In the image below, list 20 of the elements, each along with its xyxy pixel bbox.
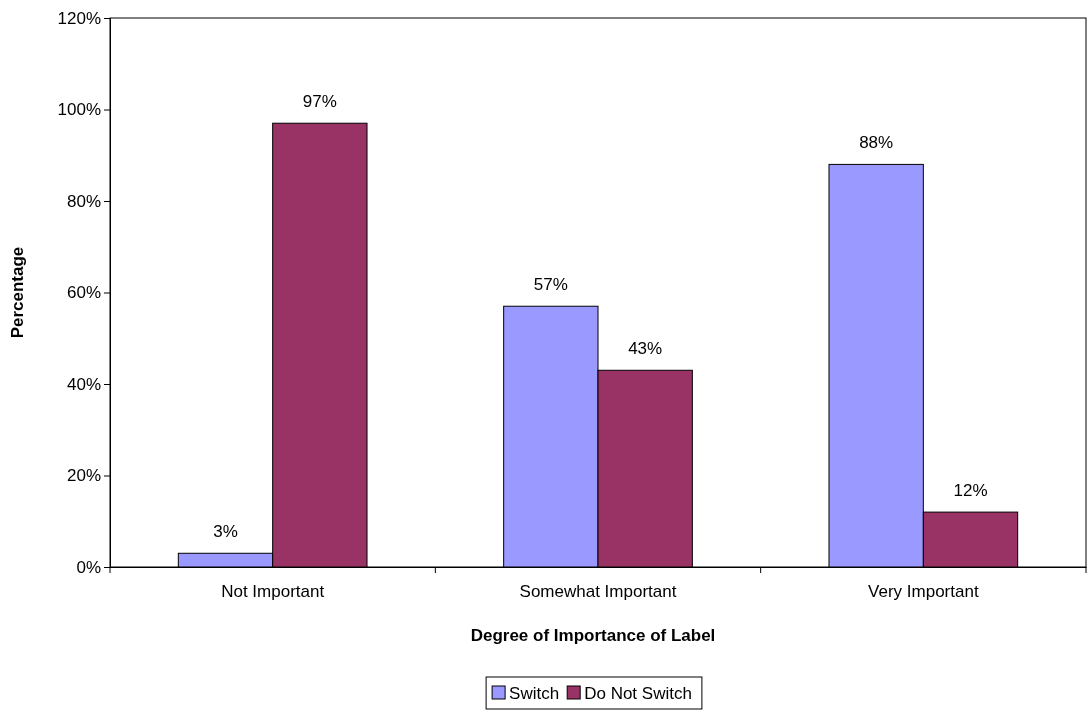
y-tick-label: 80% [66,191,101,211]
y-tick-label: 20% [66,466,101,486]
data-label: 97% [302,92,337,112]
data-label: 43% [628,339,663,359]
data-label: 12% [953,481,988,501]
y-tick-label: 60% [66,283,101,303]
y-axis-title: Percentage [8,246,27,339]
x-tick-label: Very Important [868,582,979,602]
x-tick-label: Not Important [221,582,325,602]
y-tick-label: 40% [66,374,101,394]
x-tick-label: Somewhat Important [519,582,677,602]
y-tick-label: 0% [76,557,101,577]
data-label: 3% [213,522,238,542]
legend-label: Do Not Switch [584,684,692,703]
data-label: 57% [533,275,568,295]
x-axis-title: Degree of Importance of Label [470,626,716,645]
legend-label: Switch [509,684,560,703]
data-label: 88% [859,133,894,153]
y-tick-label: 100% [57,100,101,120]
y-tick-label: 120% [57,8,101,28]
